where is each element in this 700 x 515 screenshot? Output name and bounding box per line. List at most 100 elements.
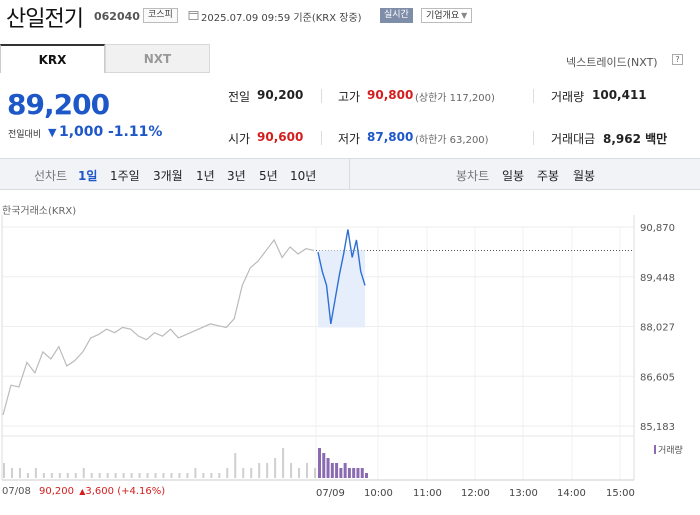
prev-day-price: 90,200: [39, 486, 75, 497]
candle-chart-label: 봉차트: [456, 169, 490, 183]
prev-day-price-line: [2, 238, 315, 416]
low-value: 87,800: [367, 130, 414, 144]
upper-limit: (상한가 117,200): [415, 93, 495, 104]
volume-bar-prev-day: [146, 473, 149, 478]
tab-krx[interactable]: KRX: [0, 44, 105, 73]
volume-bar-prev-day: [98, 473, 101, 478]
volume-bar-prev-day: [50, 473, 53, 478]
volume-bar-today: [326, 458, 330, 478]
volume-bar-prev-day: [282, 448, 285, 478]
volume-bar-prev-day: [210, 473, 213, 478]
volume-bar-prev-day: [178, 473, 181, 478]
volume-bar-prev-day: [90, 473, 93, 478]
realtime-badge: 실시간: [380, 8, 413, 23]
y-tick-label: 89,448: [640, 273, 675, 284]
volume-bar-prev-day: [138, 473, 141, 478]
y-tick-label: 86,605: [640, 372, 675, 383]
change-label: 전일대비: [8, 130, 42, 140]
volume-bar-prev-day: [66, 473, 69, 478]
volume-bar-prev-day: [162, 473, 165, 478]
volume-bar-prev-day: [186, 473, 189, 478]
period-weekly-candle[interactable]: 주봉: [537, 169, 560, 183]
period-monthly-candle[interactable]: 월봉: [573, 169, 596, 183]
volume-bar-prev-day: [114, 473, 117, 478]
volume-legend: 거래량: [654, 443, 683, 456]
volume-bar-prev-day: [290, 463, 293, 478]
x-tick-label: 15:00: [606, 488, 635, 499]
prev-close-label: 전일: [228, 90, 251, 104]
period-10y[interactable]: 10년: [290, 169, 317, 183]
y-tick-label: 88,027: [640, 323, 675, 334]
lower-limit: (하한가 63,200): [415, 135, 489, 146]
volume-bar-today: [339, 468, 343, 478]
volume-bar-prev-day: [202, 473, 205, 478]
volume-bar-today: [360, 468, 364, 478]
volume-legend-label: 거래량: [658, 446, 683, 456]
today-price-line: [317, 229, 366, 325]
volume-bar-today: [330, 463, 334, 478]
x-tick-label: 13:00: [509, 488, 538, 499]
prev-day-pct: (+4.16%): [117, 486, 166, 497]
volume-bar-prev-day: [170, 473, 173, 478]
chevron-down-icon: ▼: [461, 11, 468, 20]
price-chart[interactable]: 90,870 89,448 88,027 86,605 85,183 07/09 10:00…: [0, 215, 700, 515]
line-chart-label: 선차트: [34, 169, 68, 183]
open-value: 90,600: [257, 130, 304, 144]
prev-day-info: 07/08 90,200 ▲3,600 (+4.16%): [2, 486, 165, 497]
low-label: 저가: [338, 132, 361, 146]
stock-name: 산일전기: [6, 7, 84, 32]
up-triangle-icon: ▲: [79, 487, 86, 496]
volume-bar-prev-day: [218, 473, 221, 478]
help-icon[interactable]: ?: [672, 54, 683, 65]
volume-bar-prev-day: [130, 473, 133, 478]
volume-bar-prev-day: [18, 468, 21, 478]
period-3y[interactable]: 3년: [227, 169, 246, 183]
x-tick-label: 10:00: [364, 488, 393, 499]
volume-bar-today: [322, 453, 326, 478]
volume-bar-prev-day: [10, 468, 13, 478]
tab-nxt[interactable]: NXT: [105, 44, 210, 73]
volume-bar-prev-day: [298, 468, 301, 478]
divider: [321, 89, 322, 103]
divider: [533, 131, 534, 145]
volume-bar-prev-day: [3, 463, 5, 478]
volume-bar-prev-day: [34, 468, 37, 478]
period-1y[interactable]: 1년: [196, 169, 215, 183]
period-1d[interactable]: 1일: [78, 169, 98, 183]
period-3m[interactable]: 3개월: [153, 169, 183, 183]
divider: [533, 89, 534, 103]
volume-label: 거래량: [551, 90, 585, 104]
change-value: 1,000: [59, 124, 104, 140]
volume-bar-today: [318, 448, 321, 478]
volume-value: 100,411: [592, 88, 647, 102]
stock-header: 산일전기 062040 코스피 2025.07.09 09:59 기준(KRX …: [0, 0, 700, 32]
volume-bar-prev-day: [42, 473, 45, 478]
volume-bar-prev-day: [250, 468, 253, 478]
volume-bar-prev-day: [26, 473, 29, 478]
volume-bar-prev-day: [194, 468, 197, 478]
prev-close-value: 90,200: [257, 88, 304, 102]
y-tick-label: 90,870: [640, 223, 675, 234]
nextrade-link[interactable]: 넥스트레이드(NXT): [566, 56, 658, 69]
amount-value: 8,962 백만: [603, 132, 668, 146]
current-price: 89,200: [7, 88, 110, 121]
volume-bar-today: [352, 468, 356, 478]
amount-label: 거래대금: [551, 132, 596, 146]
x-tick-label: 12:00: [461, 488, 490, 499]
volume-bar-prev-day: [258, 463, 261, 478]
market-badge: 코스피: [143, 8, 178, 23]
period-1w[interactable]: 1주일: [110, 169, 140, 183]
high-value: 90,800: [367, 88, 414, 102]
period-5y[interactable]: 5년: [259, 169, 278, 183]
period-daily-candle[interactable]: 일봉: [502, 169, 525, 183]
volume-bar-prev-day: [242, 468, 245, 478]
volume-bar-prev-day: [306, 463, 309, 478]
volume-bar-prev-day: [82, 468, 85, 478]
high-label: 고가: [338, 90, 361, 104]
company-overview-label: 기업개요: [426, 11, 460, 21]
volume-bar-prev-day: [314, 468, 316, 478]
company-overview-button[interactable]: 기업개요 ▼: [421, 8, 473, 23]
exchange-tabs: KRX NXT: [0, 44, 210, 73]
volume-bar-prev-day: [58, 473, 61, 478]
prev-day-date: 07/08: [2, 486, 31, 497]
